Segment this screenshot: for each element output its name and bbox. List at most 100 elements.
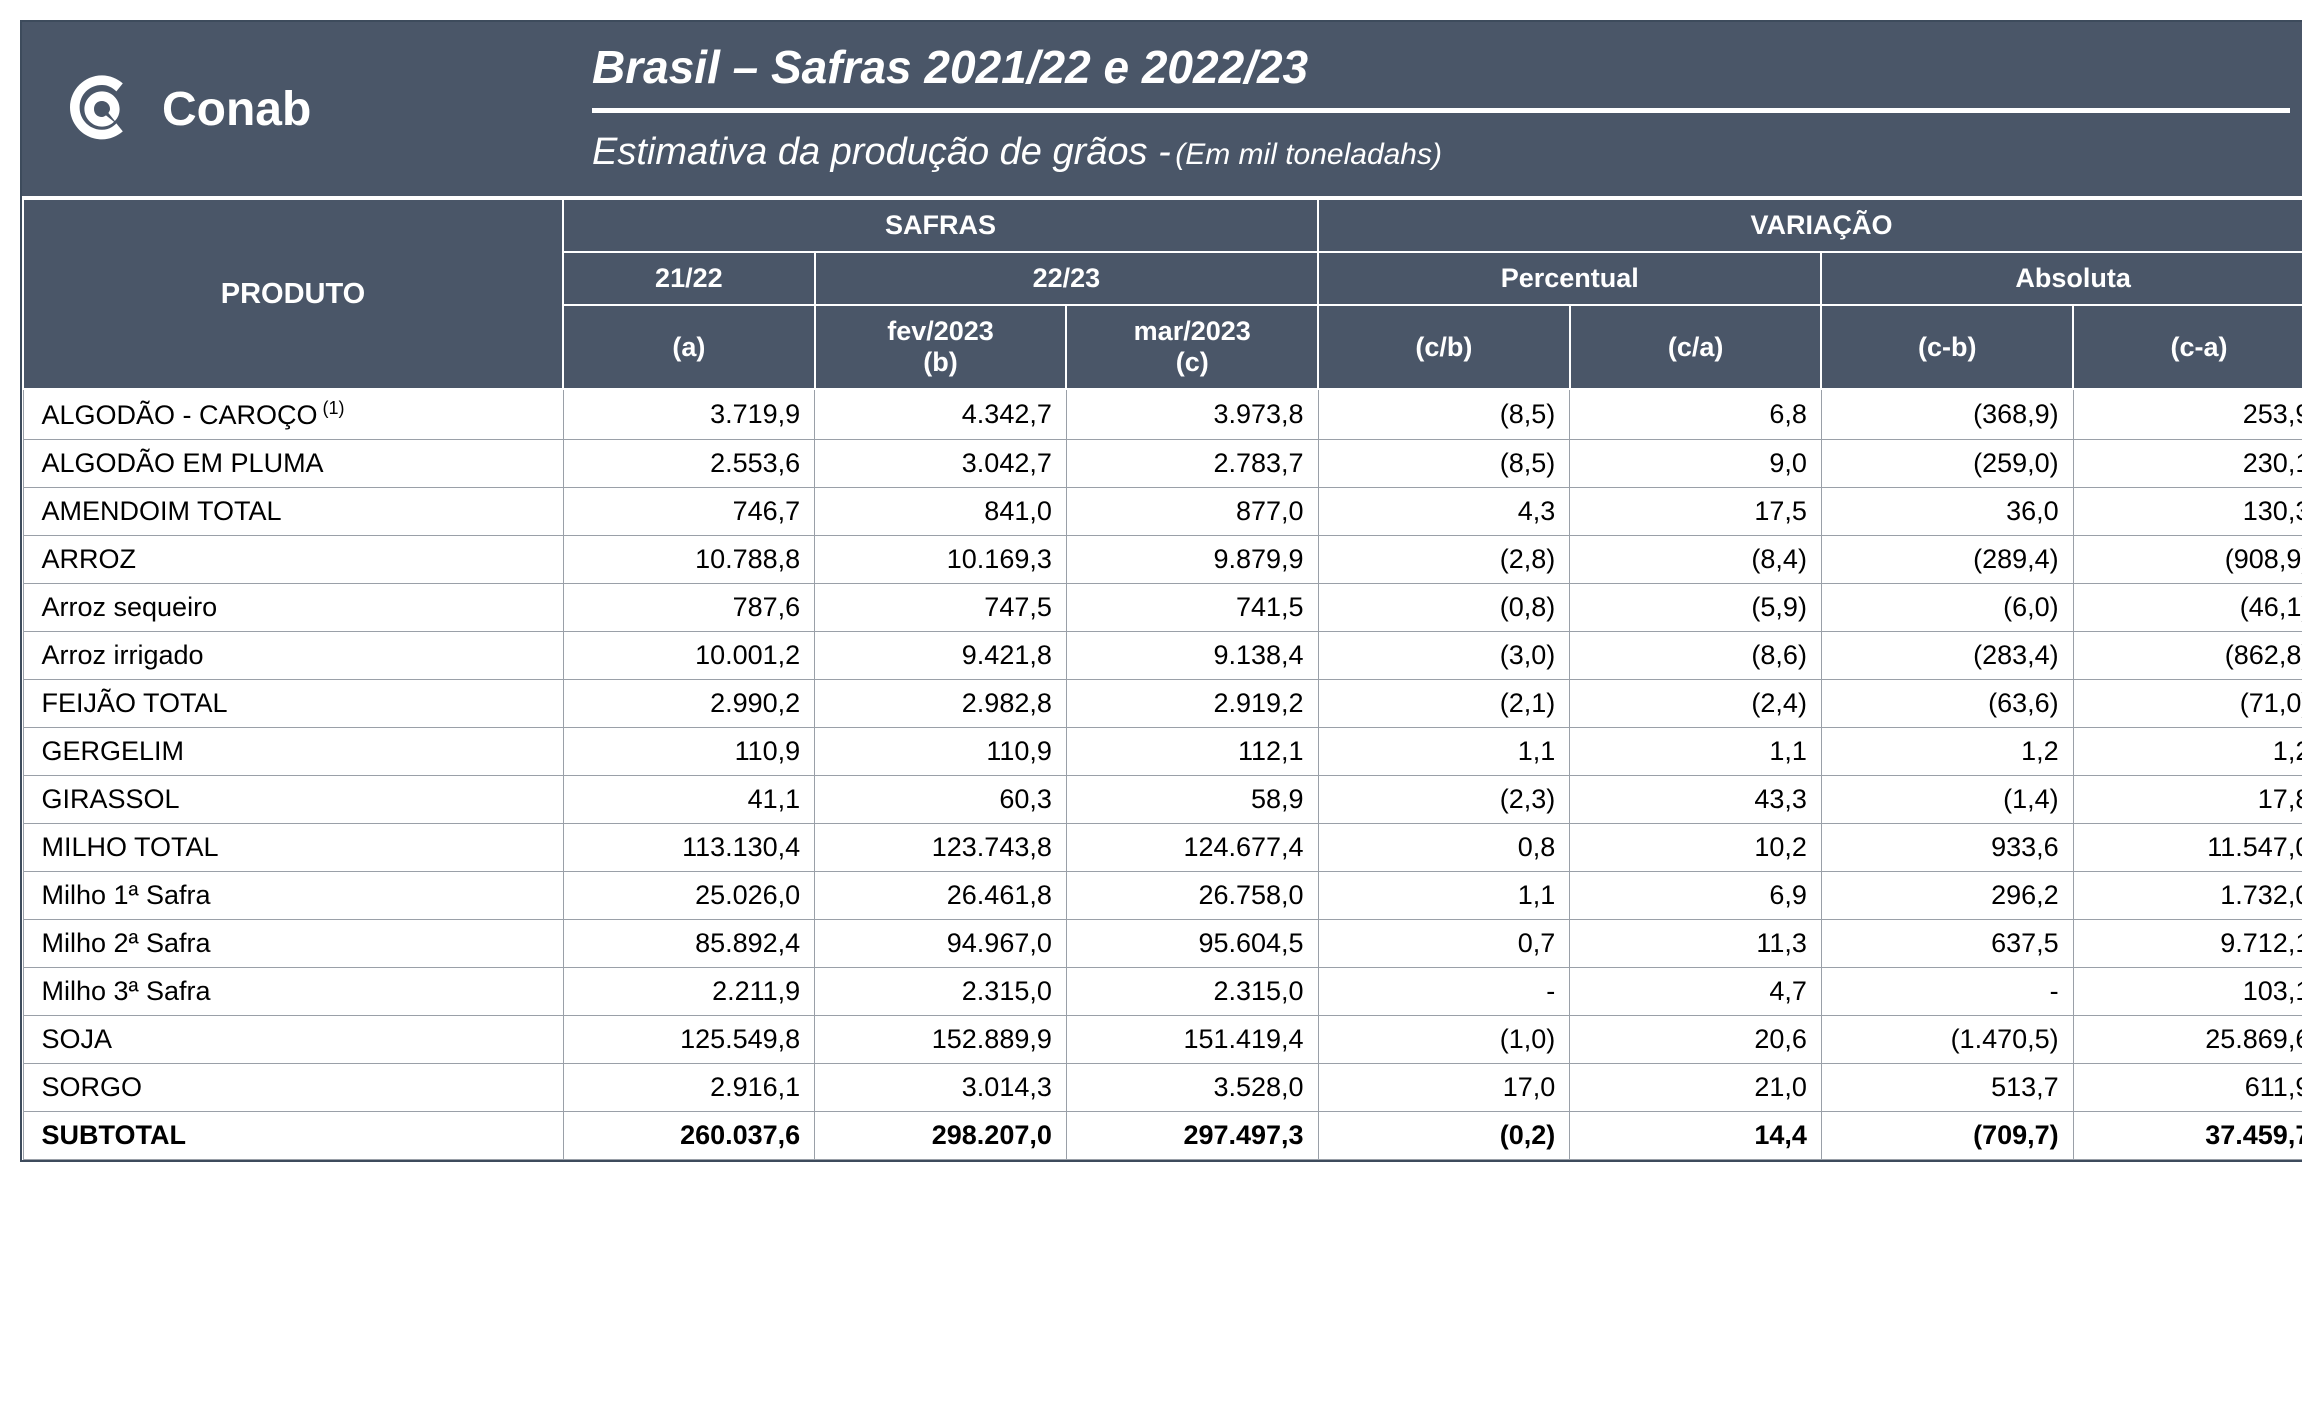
value-cell: 9,0 bbox=[1570, 440, 1822, 488]
value-cell: 296,2 bbox=[1821, 872, 2073, 920]
value-cell: (8,4) bbox=[1570, 536, 1822, 584]
product-name-cell: ALGODÃO - CAROÇO (1) bbox=[23, 389, 563, 440]
value-cell: 130,3 bbox=[2073, 488, 2302, 536]
value-cell: 103,1 bbox=[2073, 968, 2302, 1016]
value-cell: 637,5 bbox=[1821, 920, 2073, 968]
value-cell: 110,9 bbox=[815, 728, 1067, 776]
table-row: Arroz sequeiro787,6747,5741,5(0,8)(5,9)(… bbox=[23, 584, 2302, 632]
value-cell: (1,4) bbox=[1821, 776, 2073, 824]
value-cell: 41,1 bbox=[563, 776, 815, 824]
value-cell: 10.001,2 bbox=[563, 632, 815, 680]
table-row: ALGODÃO EM PLUMA2.553,63.042,72.783,7(8,… bbox=[23, 440, 2302, 488]
col-c-minus-b: (c-b) bbox=[1821, 305, 2073, 389]
value-cell: 9.879,9 bbox=[1066, 536, 1318, 584]
value-cell: (2,1) bbox=[1318, 680, 1570, 728]
value-cell: 1,1 bbox=[1318, 728, 1570, 776]
value-cell: 43,3 bbox=[1570, 776, 1822, 824]
colgroup-safras: SAFRAS bbox=[563, 199, 1318, 252]
col-absoluta: Absoluta bbox=[1821, 252, 2302, 305]
brand-name: Conab bbox=[162, 82, 311, 137]
value-cell: 746,7 bbox=[563, 488, 815, 536]
value-cell: 2.315,0 bbox=[1066, 968, 1318, 1016]
value-cell: 123.743,8 bbox=[815, 824, 1067, 872]
table-header: PRODUTO SAFRAS VARIAÇÃO 21/22 22/23 Perc… bbox=[23, 199, 2302, 389]
table-row: ARROZ10.788,810.169,39.879,9(2,8)(8,4)(2… bbox=[23, 536, 2302, 584]
value-cell: (63,6) bbox=[1821, 680, 2073, 728]
value-cell: 25.869,6 bbox=[2073, 1016, 2302, 1064]
value-cell: 841,0 bbox=[815, 488, 1067, 536]
product-name-cell: ALGODÃO EM PLUMA bbox=[23, 440, 563, 488]
title-block: Brasil – Safras 2021/22 e 2022/23 Estima… bbox=[562, 22, 2302, 196]
value-cell: (2,8) bbox=[1318, 536, 1570, 584]
product-name-cell: MILHO TOTAL bbox=[23, 824, 563, 872]
value-cell: (71,0) bbox=[2073, 680, 2302, 728]
report-header: Conab Brasil – Safras 2021/22 e 2022/23 … bbox=[22, 22, 2302, 198]
value-cell: (1,0) bbox=[1318, 1016, 1570, 1064]
conab-logo-icon bbox=[62, 69, 142, 149]
value-cell: 95.604,5 bbox=[1066, 920, 1318, 968]
product-name-cell: SUBTOTAL bbox=[23, 1112, 563, 1160]
col-c-minus-a: (c-a) bbox=[2073, 305, 2302, 389]
table-row: GIRASSOL41,160,358,9(2,3)43,3(1,4)17,8 bbox=[23, 776, 2302, 824]
value-cell: (289,4) bbox=[1821, 536, 2073, 584]
value-cell: 260.037,6 bbox=[563, 1112, 815, 1160]
product-name-cell: GERGELIM bbox=[23, 728, 563, 776]
value-cell: (1.470,5) bbox=[1821, 1016, 2073, 1064]
col-percentual: Percentual bbox=[1318, 252, 1821, 305]
table-row: Arroz irrigado10.001,29.421,89.138,4(3,0… bbox=[23, 632, 2302, 680]
table-row: Milho 2ª Safra85.892,494.967,095.604,50,… bbox=[23, 920, 2302, 968]
value-cell: 60,3 bbox=[815, 776, 1067, 824]
value-cell: 4.342,7 bbox=[815, 389, 1067, 440]
value-cell: 747,5 bbox=[815, 584, 1067, 632]
value-cell: (8,5) bbox=[1318, 389, 1570, 440]
value-cell: 151.419,4 bbox=[1066, 1016, 1318, 1064]
product-name-cell: SORGO bbox=[23, 1064, 563, 1112]
value-cell: - bbox=[1318, 968, 1570, 1016]
value-cell: 3.042,7 bbox=[815, 440, 1067, 488]
value-cell: 125.549,8 bbox=[563, 1016, 815, 1064]
col-cb: (c/b) bbox=[1318, 305, 1570, 389]
value-cell: 94.967,0 bbox=[815, 920, 1067, 968]
value-cell: 787,6 bbox=[563, 584, 815, 632]
col-c-month: mar/2023 bbox=[1134, 316, 1251, 346]
value-cell: 11,3 bbox=[1570, 920, 1822, 968]
report-subtitle-row: Estimativa da produção de grãos - (Em mi… bbox=[592, 131, 2290, 174]
table-row: GERGELIM110,9110,9112,11,11,11,21,2 bbox=[23, 728, 2302, 776]
col-b-month: fev/2023 bbox=[887, 316, 994, 346]
value-cell: 10,2 bbox=[1570, 824, 1822, 872]
value-cell: 741,5 bbox=[1066, 584, 1318, 632]
col-c-code: (c) bbox=[1176, 347, 1209, 377]
value-cell: 2.783,7 bbox=[1066, 440, 1318, 488]
col-c: mar/2023 (c) bbox=[1066, 305, 1318, 389]
value-cell: 26.461,8 bbox=[815, 872, 1067, 920]
value-cell: 6,8 bbox=[1570, 389, 1822, 440]
table-row: AMENDOIM TOTAL746,7841,0877,04,317,536,0… bbox=[23, 488, 2302, 536]
value-cell: 37.459,7 bbox=[2073, 1112, 2302, 1160]
value-cell: 17,0 bbox=[1318, 1064, 1570, 1112]
colgroup-variacao: VARIAÇÃO bbox=[1318, 199, 2302, 252]
table-row: Milho 1ª Safra25.026,026.461,826.758,01,… bbox=[23, 872, 2302, 920]
table-row: SUBTOTAL260.037,6298.207,0297.497,3(0,2)… bbox=[23, 1112, 2302, 1160]
value-cell: - bbox=[1821, 968, 2073, 1016]
value-cell: 9.138,4 bbox=[1066, 632, 1318, 680]
value-cell: (259,0) bbox=[1821, 440, 2073, 488]
value-cell: (3,0) bbox=[1318, 632, 1570, 680]
value-cell: 10.788,8 bbox=[563, 536, 815, 584]
value-cell: 298.207,0 bbox=[815, 1112, 1067, 1160]
value-cell: 297.497,3 bbox=[1066, 1112, 1318, 1160]
value-cell: 4,7 bbox=[1570, 968, 1822, 1016]
value-cell: 3.014,3 bbox=[815, 1064, 1067, 1112]
value-cell: (8,6) bbox=[1570, 632, 1822, 680]
value-cell: 20,6 bbox=[1570, 1016, 1822, 1064]
value-cell: (283,4) bbox=[1821, 632, 2073, 680]
value-cell: 26.758,0 bbox=[1066, 872, 1318, 920]
product-name-cell: Arroz irrigado bbox=[23, 632, 563, 680]
value-cell: 230,1 bbox=[2073, 440, 2302, 488]
col-2122: 21/22 bbox=[563, 252, 815, 305]
value-cell: 152.889,9 bbox=[815, 1016, 1067, 1064]
table-body: ALGODÃO - CAROÇO (1)3.719,94.342,73.973,… bbox=[23, 389, 2302, 1160]
value-cell: 1,1 bbox=[1570, 728, 1822, 776]
table-row: Milho 3ª Safra2.211,92.315,02.315,0-4,7-… bbox=[23, 968, 2302, 1016]
product-name-cell: AMENDOIM TOTAL bbox=[23, 488, 563, 536]
table-row: MILHO TOTAL113.130,4123.743,8124.677,40,… bbox=[23, 824, 2302, 872]
